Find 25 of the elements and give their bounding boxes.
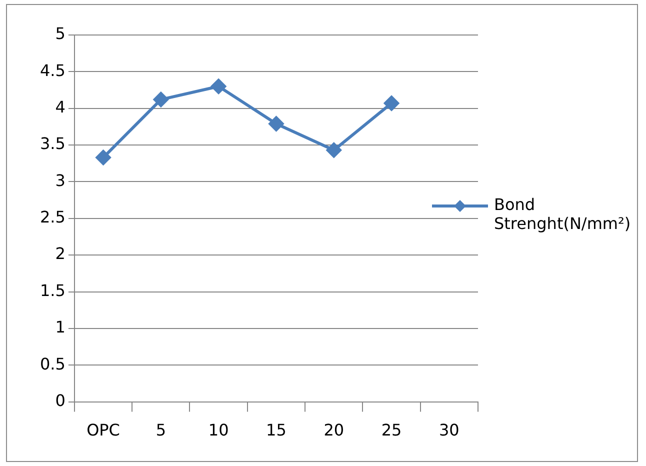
y-tick-label: 4 [55, 98, 66, 117]
y-tick-label: 2.5 [40, 208, 66, 227]
y-tick-label: 0.5 [40, 354, 66, 374]
y-tick-label: 1.5 [40, 280, 66, 300]
x-tick-label: 25 [381, 420, 402, 440]
y-tick-label: 3 [55, 170, 66, 190]
y-tick-label: 5 [55, 24, 66, 44]
x-tick-label: 30 [438, 420, 460, 440]
x-tick-label: 5 [156, 420, 166, 440]
point [268, 116, 284, 132]
point [153, 92, 168, 108]
x-tick-label: 10 [208, 420, 229, 440]
point [211, 78, 226, 94]
legend-label: Bond Strenght(N/mm²) [494, 195, 631, 233]
x-tick-label: OPC [86, 420, 120, 440]
point [384, 96, 400, 111]
point [326, 142, 342, 158]
y-tick-label: 1 [55, 318, 66, 337]
x-tick-label: 15 [266, 420, 286, 440]
y-tick-label: 0 [55, 390, 66, 410]
y-tick-label: 4.5 [40, 60, 66, 80]
x-tick-label: 20 [324, 420, 344, 440]
y-tick-label: 2 [55, 244, 66, 264]
y-tick-label: 3.5 [40, 134, 66, 154]
point [96, 150, 111, 166]
